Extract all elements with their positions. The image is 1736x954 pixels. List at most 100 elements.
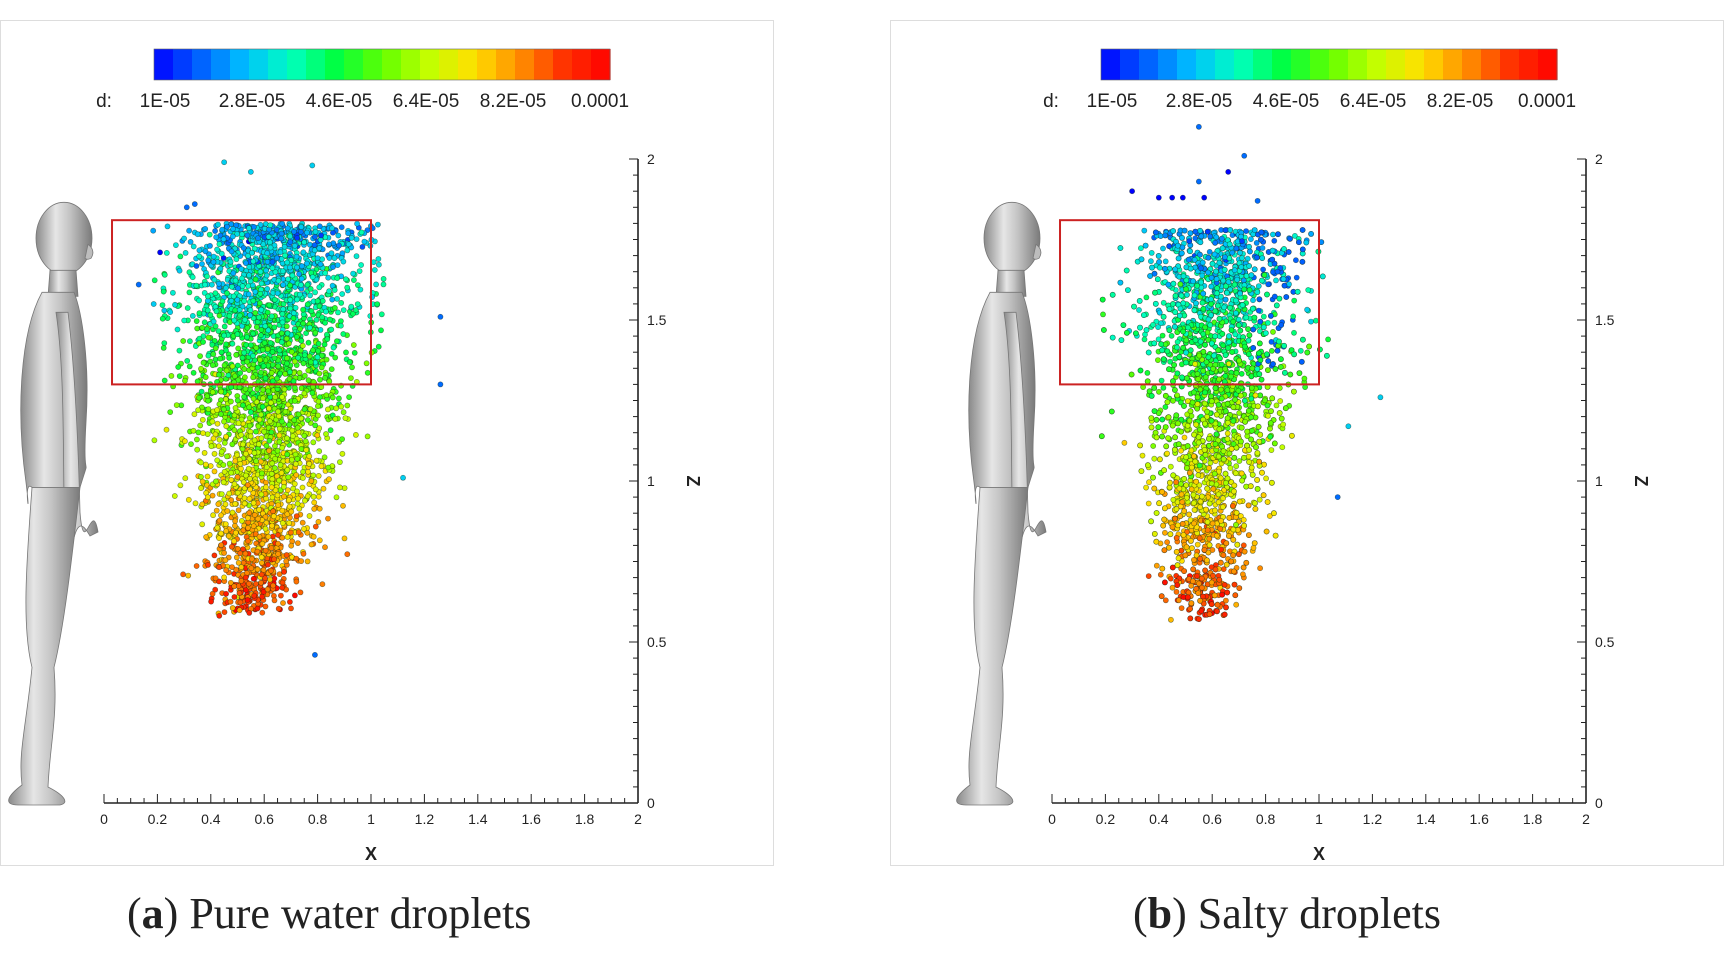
droplet-point bbox=[261, 428, 267, 435]
droplet-point bbox=[279, 394, 285, 400]
droplet-point bbox=[300, 320, 307, 327]
droplet-point bbox=[176, 267, 183, 274]
droplet-point bbox=[186, 338, 193, 345]
droplet-point bbox=[184, 357, 191, 364]
droplet-point bbox=[326, 316, 333, 323]
droplet-point bbox=[218, 250, 225, 257]
human-head bbox=[35, 201, 93, 275]
droplet-point bbox=[239, 231, 245, 238]
droplet-point bbox=[234, 489, 241, 496]
droplet-point bbox=[231, 373, 238, 380]
droplet-point bbox=[295, 495, 301, 502]
droplet-point bbox=[344, 284, 351, 291]
droplet-point bbox=[311, 505, 318, 512]
droplet-point bbox=[200, 339, 206, 345]
droplet-point bbox=[176, 347, 183, 354]
droplet-point bbox=[266, 418, 273, 425]
droplet-point bbox=[245, 580, 252, 587]
droplet-point bbox=[237, 370, 244, 376]
droplet-point bbox=[244, 482, 251, 488]
droplet-point bbox=[278, 235, 285, 242]
droplet-point bbox=[266, 239, 273, 246]
droplet-point bbox=[296, 271, 302, 277]
droplet-point bbox=[363, 360, 370, 367]
droplet-point bbox=[1160, 245, 1166, 252]
droplet-point bbox=[294, 234, 300, 241]
droplet-point bbox=[212, 575, 219, 582]
droplet-point bbox=[247, 433, 254, 440]
colorbar bbox=[1100, 48, 1558, 81]
droplet-point bbox=[304, 417, 311, 423]
droplet-point bbox=[223, 341, 229, 348]
droplet-point bbox=[196, 247, 203, 254]
droplet-point bbox=[332, 416, 339, 422]
droplet-point bbox=[327, 427, 334, 434]
droplet-point bbox=[1308, 318, 1314, 325]
droplet-point bbox=[250, 575, 257, 582]
z-tick-label: 0.5 bbox=[647, 634, 667, 650]
droplet-point bbox=[378, 327, 384, 334]
panel-b: d: 1E-05 2.8E-05 4.6E-05 6.4E-05 8.2E-05 0.00… bbox=[890, 20, 1724, 866]
droplet-point bbox=[212, 356, 219, 363]
droplet-point bbox=[177, 253, 184, 260]
x-tick-label: 1.2 bbox=[415, 811, 435, 827]
droplet-point bbox=[298, 446, 305, 452]
droplet-point bbox=[287, 282, 293, 289]
droplet-point bbox=[228, 497, 235, 503]
droplet-point bbox=[315, 412, 321, 419]
droplet-point bbox=[325, 241, 332, 248]
droplet-point bbox=[311, 242, 318, 248]
droplet-point bbox=[271, 296, 278, 303]
droplet-point bbox=[210, 253, 217, 260]
droplet-point bbox=[226, 354, 232, 361]
droplet-point bbox=[191, 411, 198, 418]
droplet-point bbox=[227, 398, 234, 405]
droplet-point bbox=[226, 313, 233, 319]
droplet-point bbox=[293, 578, 300, 585]
z-tick-label: 2 bbox=[647, 151, 655, 167]
droplet-point bbox=[330, 264, 336, 270]
droplet-point bbox=[286, 421, 293, 428]
droplet-point bbox=[258, 306, 265, 313]
droplet-point bbox=[222, 501, 229, 508]
droplet-point bbox=[319, 581, 326, 588]
droplet-point bbox=[238, 266, 245, 272]
droplet-point bbox=[277, 461, 284, 468]
droplet-point bbox=[269, 378, 276, 384]
droplet-point bbox=[342, 415, 349, 421]
droplet-point bbox=[275, 502, 281, 508]
droplet-point bbox=[319, 346, 326, 353]
droplet-point bbox=[231, 522, 238, 529]
droplet-point bbox=[210, 259, 217, 265]
droplet-point bbox=[313, 457, 320, 464]
colorbar-label: d: bbox=[1043, 91, 1059, 112]
droplet-point bbox=[194, 446, 201, 453]
droplet-point bbox=[228, 469, 234, 476]
droplet-point bbox=[283, 323, 290, 330]
droplet-point bbox=[172, 242, 179, 248]
droplet-point bbox=[205, 334, 212, 341]
droplet-point bbox=[207, 242, 213, 249]
droplet-outlier bbox=[135, 281, 142, 288]
droplet-outlier bbox=[400, 474, 406, 481]
droplet-point bbox=[199, 324, 206, 331]
droplet-point bbox=[316, 223, 323, 230]
droplet-point bbox=[300, 306, 306, 313]
colorbar-segment bbox=[1291, 49, 1311, 80]
droplet-point bbox=[324, 406, 331, 413]
droplet-point bbox=[222, 521, 229, 527]
droplet-point bbox=[364, 433, 371, 440]
droplet-point bbox=[267, 339, 274, 346]
colorbar-segment bbox=[325, 49, 345, 80]
droplet-point bbox=[264, 346, 271, 352]
droplet-point bbox=[201, 289, 208, 296]
colorbar-tick-label: 0.0001 bbox=[1518, 91, 1576, 112]
panel-a: d: 1E-05 2.8E-05 4.6E-05 6.4E-05 8.2E-05 0.00… bbox=[0, 20, 774, 866]
droplet-point bbox=[321, 341, 328, 348]
droplet-point bbox=[284, 466, 291, 473]
droplet-point bbox=[242, 386, 249, 392]
droplet-point bbox=[223, 590, 229, 597]
droplet-point bbox=[264, 285, 271, 292]
droplet-point bbox=[1259, 245, 1266, 251]
droplet-point bbox=[194, 231, 201, 238]
